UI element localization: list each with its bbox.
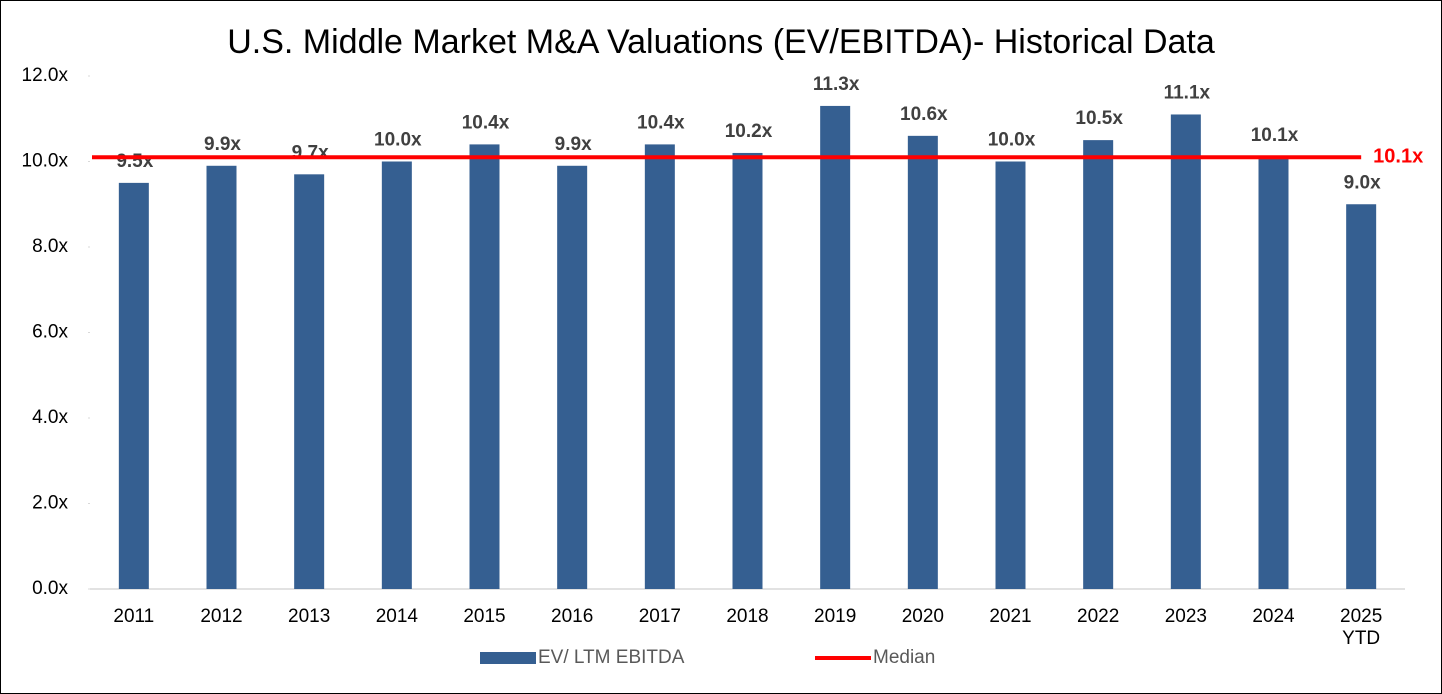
- chart-title: U.S. Middle Market M&A Valuations (EV/EB…: [227, 23, 1215, 61]
- bar: [118, 182, 149, 589]
- value-label: 10.6x: [900, 104, 948, 125]
- y-tick-label: 4.0x: [32, 407, 68, 428]
- value-label: 10.4x: [637, 112, 685, 133]
- bar: [732, 152, 763, 589]
- bar: [1346, 204, 1377, 589]
- x-tick-label: 2014: [375, 606, 418, 627]
- x-tick-label: 2024: [1252, 606, 1295, 627]
- x-tick-label: 2020: [901, 606, 944, 627]
- value-label: 10.2x: [725, 121, 773, 142]
- x-tick-label: 2016: [551, 606, 594, 627]
- legend-label: EV/ LTM EBITDA: [538, 647, 685, 668]
- bar: [907, 135, 938, 589]
- bar: [644, 144, 675, 589]
- bar: [381, 161, 412, 589]
- x-tick-label: 2017: [638, 606, 681, 627]
- x-tick-label: 2021: [989, 606, 1032, 627]
- x-tick-label: 2023: [1164, 606, 1207, 627]
- value-label: 10.4x: [462, 112, 510, 133]
- value-label: 10.5x: [1075, 108, 1123, 129]
- value-label: 11.3x: [813, 74, 860, 95]
- x-tick-label: 2012: [200, 606, 243, 627]
- x-tick-label: 2015: [463, 606, 506, 627]
- value-label: 10.1x: [1251, 125, 1299, 146]
- bar: [1170, 114, 1201, 589]
- value-label: 10.0x: [988, 130, 1036, 151]
- bar: [294, 174, 325, 589]
- y-tick-label: 12.0x: [22, 65, 69, 86]
- x-tick-label: 2019: [814, 606, 857, 627]
- x-tick-label: 2022: [1077, 606, 1120, 627]
- value-label: 9.7x: [292, 142, 329, 163]
- y-tick-label: 2.0x: [32, 493, 68, 514]
- median-label: 10.1x: [1373, 146, 1423, 168]
- value-label: 9.9x: [204, 134, 241, 155]
- x-tick-label: 2018: [726, 606, 769, 627]
- value-label: 10.0x: [374, 130, 422, 151]
- legend-label: Median: [873, 647, 935, 668]
- x-tick-label: 2011: [113, 606, 155, 627]
- value-label: 9.0x: [1344, 172, 1381, 193]
- value-label: 11.1x: [1164, 82, 1211, 103]
- y-tick-label: 10.0x: [22, 151, 69, 172]
- bar: [820, 105, 851, 590]
- y-tick-label: 6.0x: [32, 322, 68, 343]
- bar: [1258, 157, 1289, 589]
- bar: [469, 144, 500, 589]
- value-label: 9.9x: [555, 134, 592, 155]
- y-tick-label: 8.0x: [32, 236, 68, 257]
- y-tick-label: 0.0x: [32, 578, 68, 599]
- bar: [995, 161, 1026, 589]
- bar: [1083, 140, 1114, 589]
- x-tick-label: 2025 YTD: [1340, 606, 1383, 649]
- x-tick-label: 2013: [288, 606, 331, 627]
- bar: [557, 165, 588, 589]
- bar: [206, 165, 237, 589]
- legend-swatch: [480, 652, 536, 664]
- value-label: 9.5x: [116, 151, 153, 172]
